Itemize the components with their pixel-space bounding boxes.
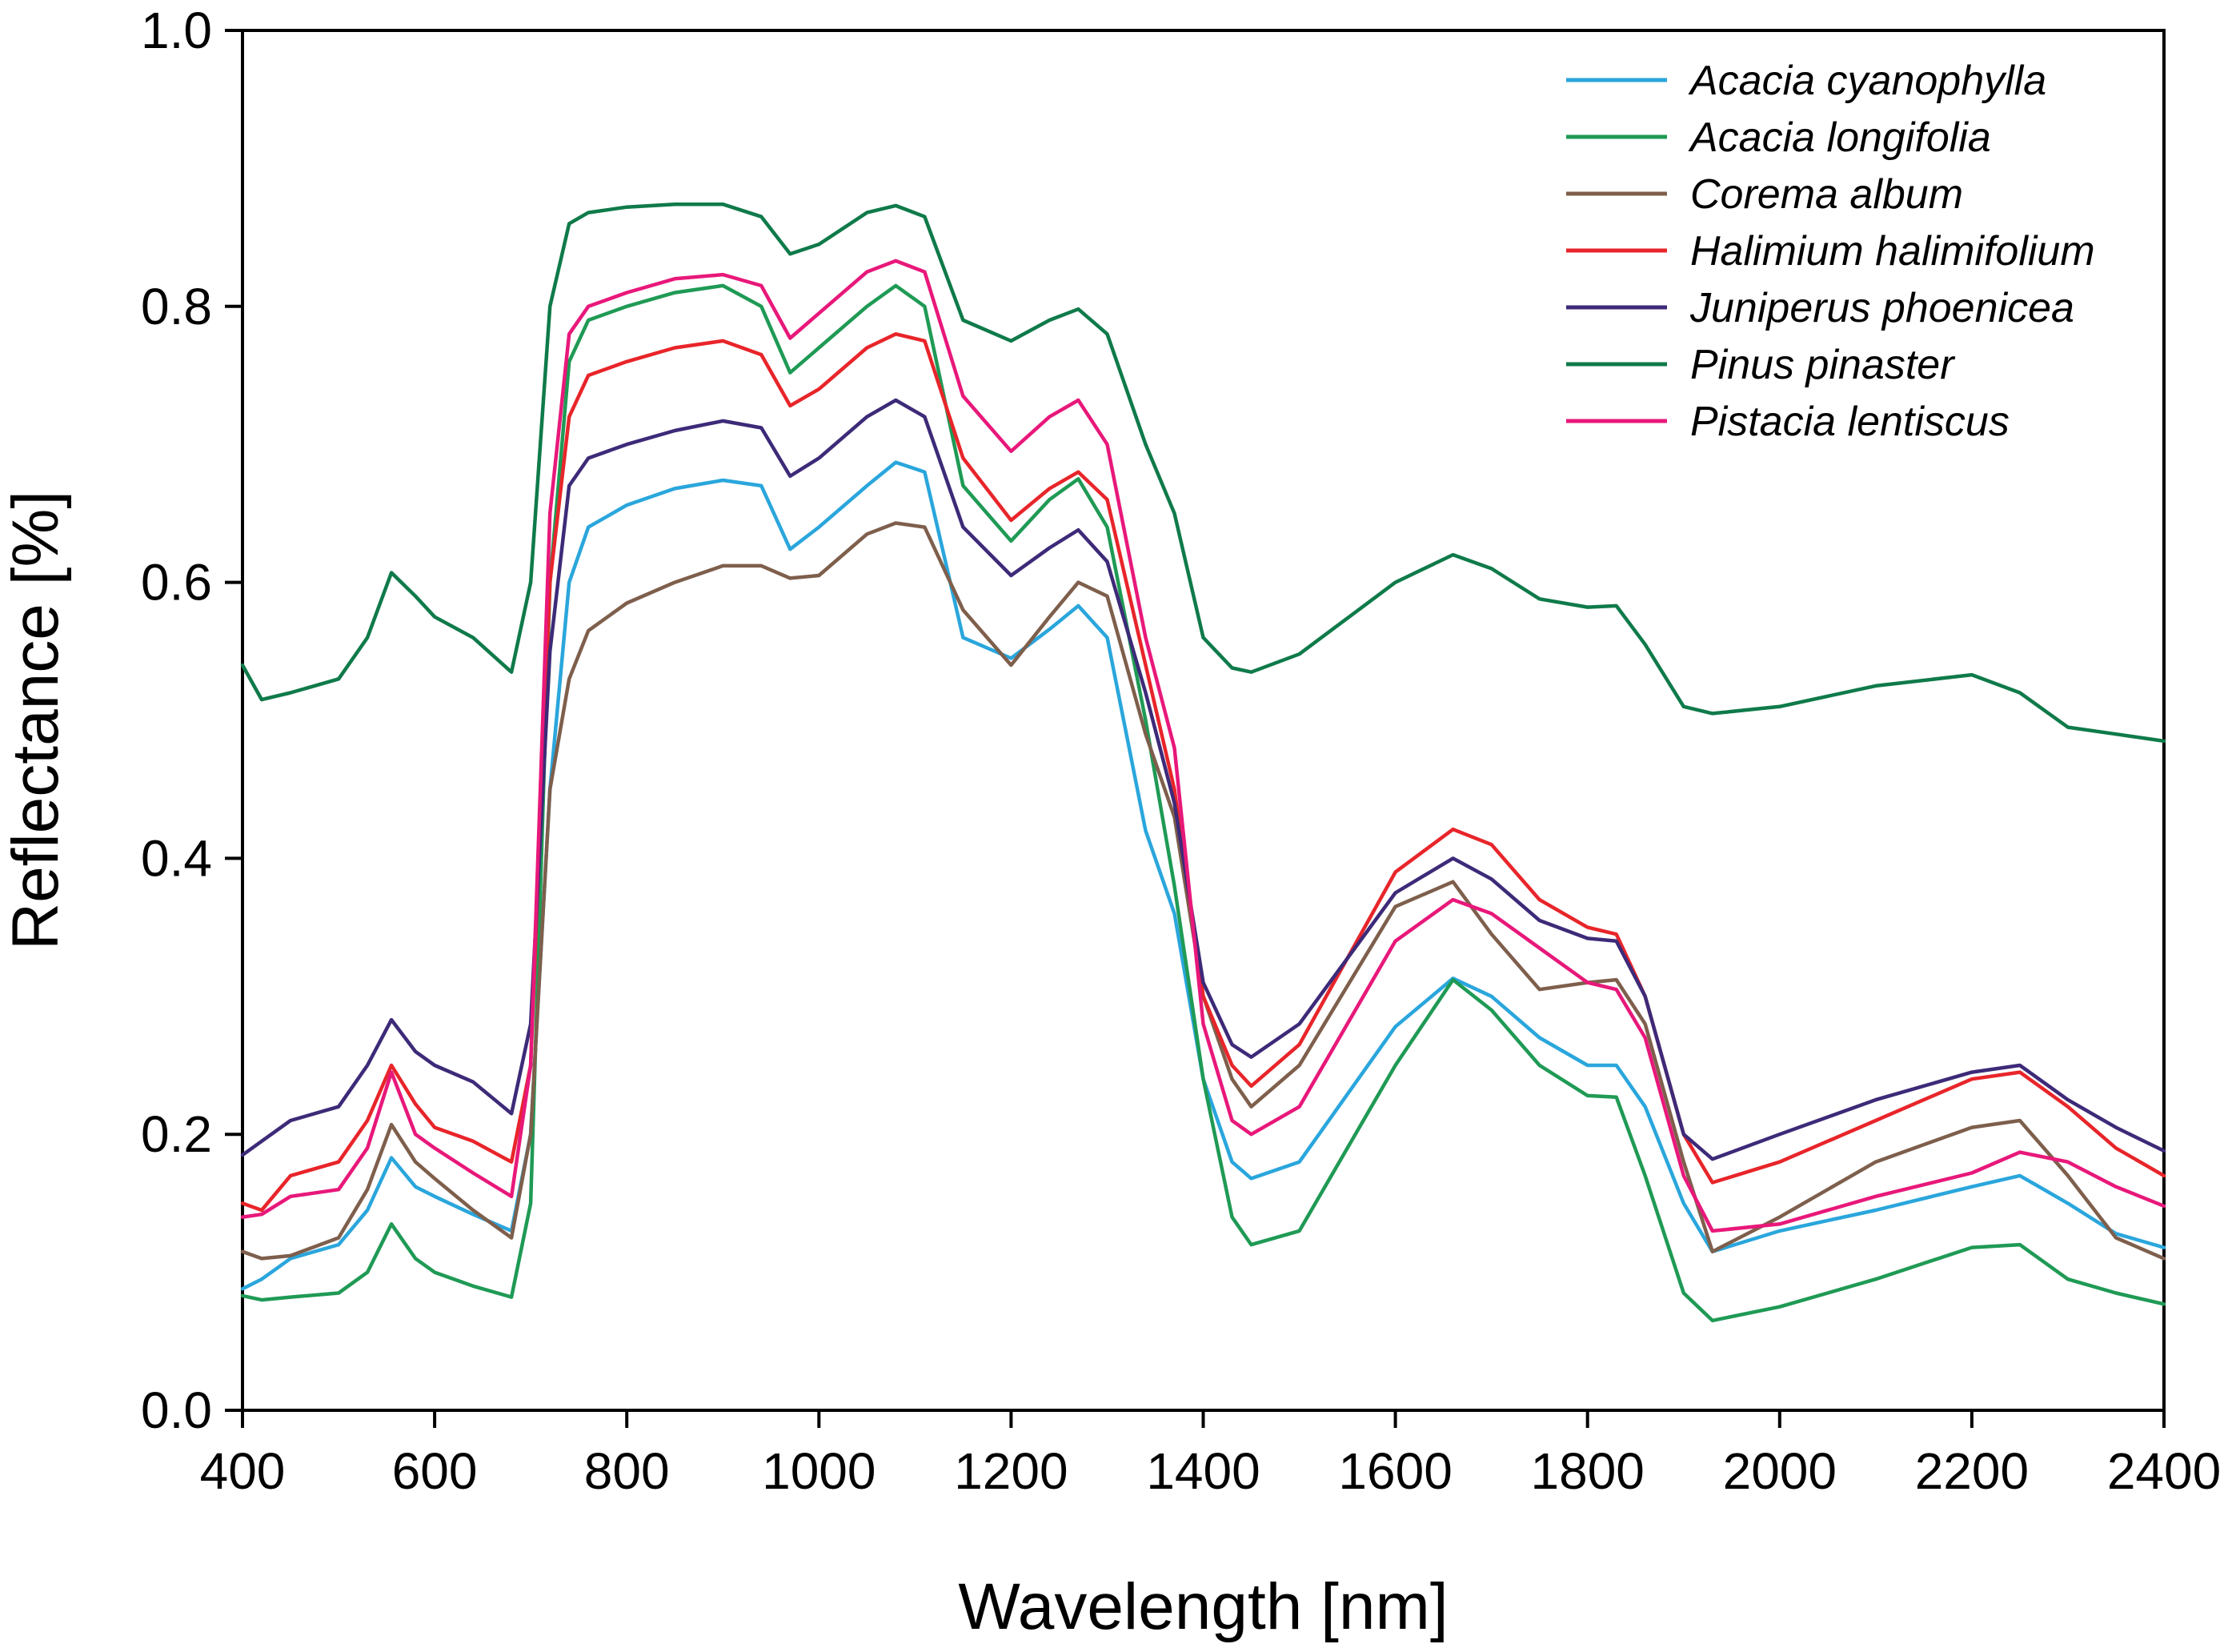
x-tick-label: 1000	[762, 1442, 876, 1500]
y-axis: 0.0 0.2 0.4 0.6 0.8 1.0	[141, 2, 242, 1439]
legend-label: Pinus pinaster	[1690, 342, 1956, 388]
legend-label: Halimium halimifolium	[1690, 228, 2095, 275]
series-line-7	[240, 259, 2166, 1233]
legend-label: Acacia longifolia	[1688, 114, 1991, 161]
y-tick-label: 0.2	[141, 1105, 212, 1163]
y-tick-label: 0.8	[141, 278, 212, 335]
legend-label: Acacia cyanophylla	[1688, 58, 2046, 104]
legend-label: Juniperus phoenicea	[1689, 285, 2074, 331]
series-line-5	[240, 398, 2166, 1161]
x-tick-label: 400	[200, 1442, 286, 1500]
y-tick-label: 1.0	[141, 2, 212, 59]
y-tick-label: 0.4	[141, 829, 212, 887]
x-axis-title: Wavelength [nm]	[958, 1570, 1448, 1643]
series-line-2	[240, 283, 2166, 1323]
x-tick-label: 2000	[1723, 1442, 1837, 1500]
x-tick-label: 1600	[1338, 1442, 1452, 1500]
x-tick-label: 2400	[2107, 1442, 2221, 1500]
x-tick-label: 2200	[1915, 1442, 2029, 1500]
y-tick-label: 0.6	[141, 554, 212, 611]
series-line-6	[240, 202, 2166, 744]
x-tick-label: 600	[392, 1442, 478, 1500]
legend-label: Pistacia lentiscus	[1690, 399, 2010, 445]
legend: Acacia cyanophylla Acacia longifolia Corem…	[1566, 58, 2095, 445]
series-line-3	[240, 521, 2166, 1261]
x-axis: 400 600 800 1000 1200 1400 1600 1800 2000 2200 240…	[200, 1410, 2221, 1500]
x-tick-label: 1400	[1146, 1442, 1260, 1500]
x-tick-label: 1200	[954, 1442, 1068, 1500]
legend-label: Corema album	[1690, 171, 1963, 218]
x-tick-label: 800	[584, 1442, 670, 1500]
y-tick-label: 0.0	[141, 1381, 212, 1439]
series-layer	[240, 202, 2166, 1323]
y-axis-title: Reflectance [%]	[0, 491, 72, 950]
x-tick-label: 1800	[1531, 1442, 1645, 1500]
